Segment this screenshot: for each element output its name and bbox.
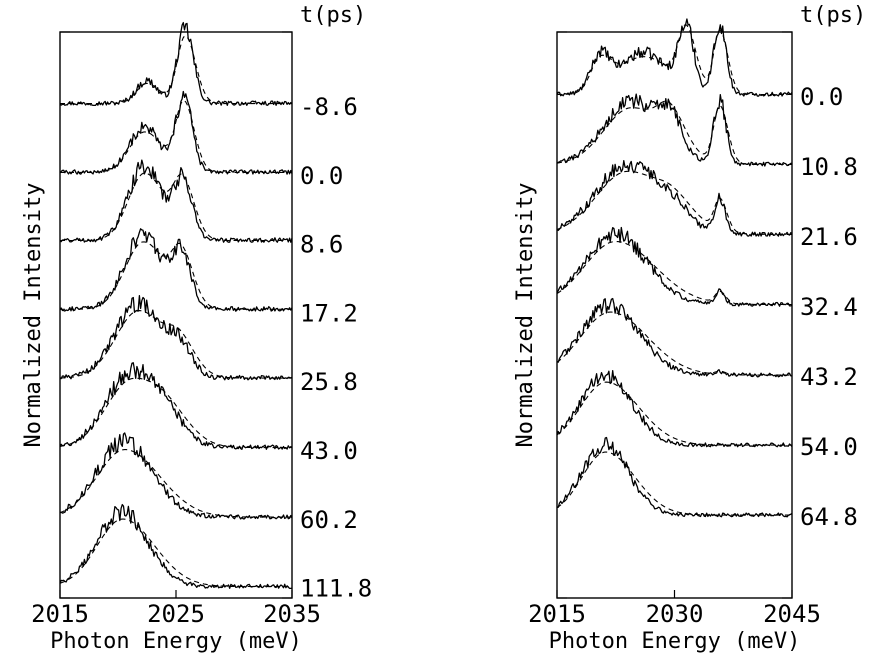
y-axis-label: Normalized Intensity [21, 183, 46, 448]
spectrum-curve [556, 18, 793, 97]
x-tick-label: 2030 [646, 600, 704, 628]
spectrum-curve [59, 90, 293, 175]
time-label: 0.0 [800, 83, 843, 111]
time-label: 60.2 [300, 506, 358, 534]
fit-curve [60, 172, 292, 242]
spectrum-curve [59, 295, 293, 381]
time-label: 17.2 [300, 299, 358, 327]
spectrum-curve [556, 93, 793, 167]
spectrum-curve [59, 362, 293, 450]
time-label: 8.6 [300, 231, 343, 259]
time-label: 25.8 [300, 368, 358, 396]
spectrum-curve [59, 228, 293, 312]
time-column-header: t(ps) [800, 3, 866, 28]
fit-curve [556, 381, 792, 446]
fit-curve [556, 451, 792, 516]
x-axis-label: Photon Energy (meV) [50, 629, 302, 654]
x-tick-label: 2045 [763, 600, 821, 628]
fit-curve [60, 35, 292, 105]
spectrum-curve [59, 21, 293, 107]
x-tick-label: 2015 [31, 600, 89, 628]
fit-curve [59, 518, 292, 588]
spectrum-curve [59, 503, 293, 590]
time-label: 64.8 [800, 503, 858, 531]
time-label: 10.8 [800, 153, 858, 181]
spectrum-curve [556, 160, 793, 237]
fit-curve [59, 377, 292, 449]
x-tick-label: 2035 [263, 600, 321, 628]
fit-curve [556, 170, 792, 236]
time-label: 43.0 [300, 437, 358, 465]
time-label: 54.0 [800, 433, 858, 461]
spectrum-curve [556, 436, 793, 518]
time-label: 43.2 [800, 363, 858, 391]
time-label: 111.8 [300, 575, 372, 603]
spectrum-curve [556, 297, 793, 378]
time-label: 21.6 [800, 223, 858, 251]
time-label: 0.0 [300, 162, 343, 190]
time-column-header: t(ps) [300, 3, 366, 28]
spectrum-curve [556, 226, 793, 307]
fit-curve [60, 99, 292, 173]
x-axis-label: Photon Energy (meV) [549, 629, 801, 654]
fit-curve [556, 240, 792, 306]
y-axis-label: Normalized Intensity [513, 183, 538, 448]
fit-curve [557, 24, 792, 96]
spectrum-curve [59, 432, 293, 520]
spectrum-curve [59, 159, 293, 243]
x-tick-label: 2025 [147, 600, 205, 628]
time-label: 32.4 [800, 293, 858, 321]
fit-curve [556, 311, 792, 376]
fit-curve [59, 449, 292, 518]
x-tick-label: 2015 [528, 600, 586, 628]
spectrum-curve [556, 370, 793, 448]
time-label: -8.6 [300, 93, 358, 121]
